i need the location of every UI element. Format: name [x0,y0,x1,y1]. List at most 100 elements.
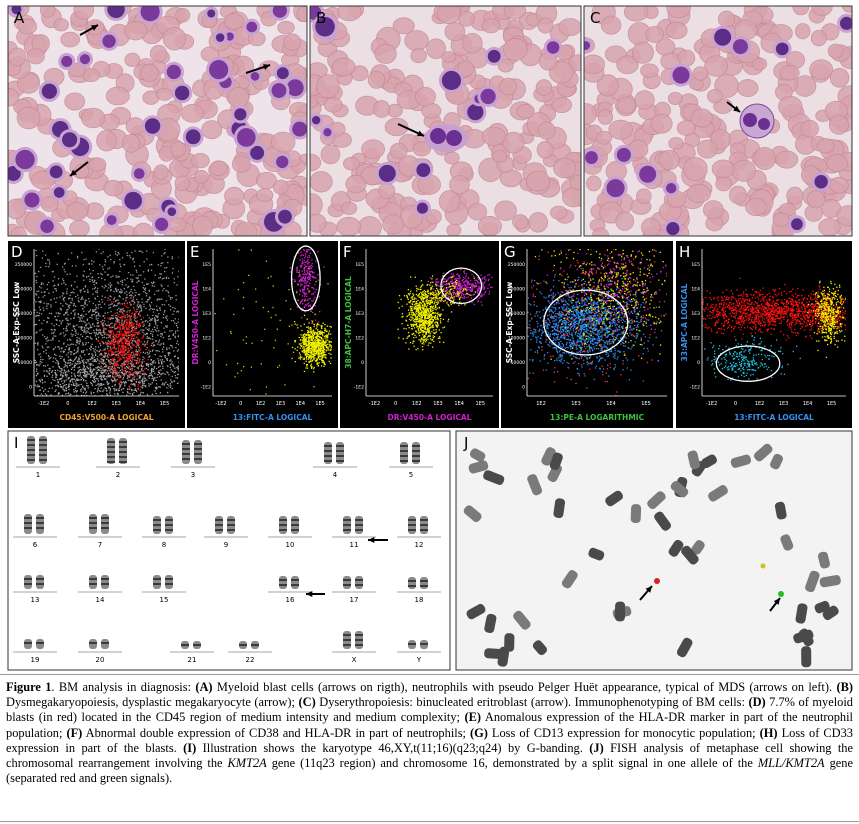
event-dot [151,370,153,373]
event-dot [156,383,158,385]
event-dot [131,380,133,382]
event-dot [101,372,104,374]
event-dot [81,315,83,317]
event-dot [135,362,138,364]
event-dot [84,302,86,304]
red-cell [772,212,790,227]
event-dot [99,315,101,317]
event-dot [65,327,68,329]
event-dot [119,386,121,388]
event-dot [307,329,309,332]
event-dot [302,347,304,349]
red-cell [711,159,735,179]
event-dot [128,357,131,360]
event-dot [147,363,149,365]
event-dot [110,323,112,325]
event-dot [133,307,135,309]
event-dot [81,351,83,353]
event-dot [109,326,111,328]
event-dot [178,311,179,313]
event-dot [104,356,106,358]
event-dot [57,315,59,317]
event-dot [79,291,82,293]
red-cell [425,209,442,225]
event-dot [85,324,87,326]
event-dot [92,347,94,350]
event-dot [112,305,115,307]
event-dot [320,336,323,339]
event-dot [316,341,318,344]
event-dot [119,326,121,328]
event-dot [46,320,48,323]
event-dot [317,344,319,346]
event-dot [92,293,94,295]
event-dot [133,377,135,379]
event-dot [127,315,130,317]
event-dot [114,338,116,340]
nucleus [234,108,247,121]
red-cell [477,216,502,236]
event-dot [138,343,140,346]
event-dot [172,333,175,335]
event-dot [167,383,169,386]
event-dot [47,303,50,305]
event-dot [169,298,172,300]
event-dot [121,345,123,347]
red-cell [340,201,358,215]
event-dot [117,281,119,283]
event-dot [313,349,316,351]
red-cell [357,216,382,236]
event-dot [131,374,134,376]
event-dot [327,347,329,349]
event-dot [5,372,6,373]
event-dot [121,291,123,294]
event-dot [109,390,111,392]
event-dot [96,371,98,374]
event-dot [311,330,313,333]
event-dot [164,355,167,357]
event-dot [155,350,157,352]
event-dot [110,276,112,278]
event-dot [77,372,79,374]
event-dot [127,354,129,356]
event-dot [100,390,102,392]
event-dot [137,277,139,279]
event-dot [129,330,131,332]
event-dot [118,322,121,324]
event-dot [99,344,102,346]
panel-label: C [590,9,600,27]
event-dot [114,372,116,374]
event-dot [84,330,86,332]
red-cell [551,96,572,114]
event-dot [294,348,296,350]
event-dot [328,346,330,348]
event-dot [108,341,111,343]
event-dot [151,338,154,340]
event-dot [100,365,102,367]
event-dot [103,383,105,386]
event-dot [173,282,175,284]
event-dot [44,291,46,293]
nucleus [487,49,501,63]
event-dot [112,333,115,336]
event-dot [117,372,119,374]
event-dot [79,379,81,381]
event-dot [129,371,131,373]
event-dot [103,342,105,345]
event-dot [121,319,123,321]
event-dot [185,362,186,363]
event-dot [152,281,155,283]
event-dot [77,385,79,387]
event-dot [113,346,116,348]
event-dot [101,323,103,325]
event-dot [92,380,94,382]
event-dot [59,333,61,336]
event-dot [121,328,124,330]
event-dot [142,331,144,333]
event-dot [118,342,120,344]
event-dot [122,342,124,345]
event-dot [124,370,126,372]
event-dot [114,378,116,381]
red-cell [323,97,343,113]
event-dot [150,358,153,361]
